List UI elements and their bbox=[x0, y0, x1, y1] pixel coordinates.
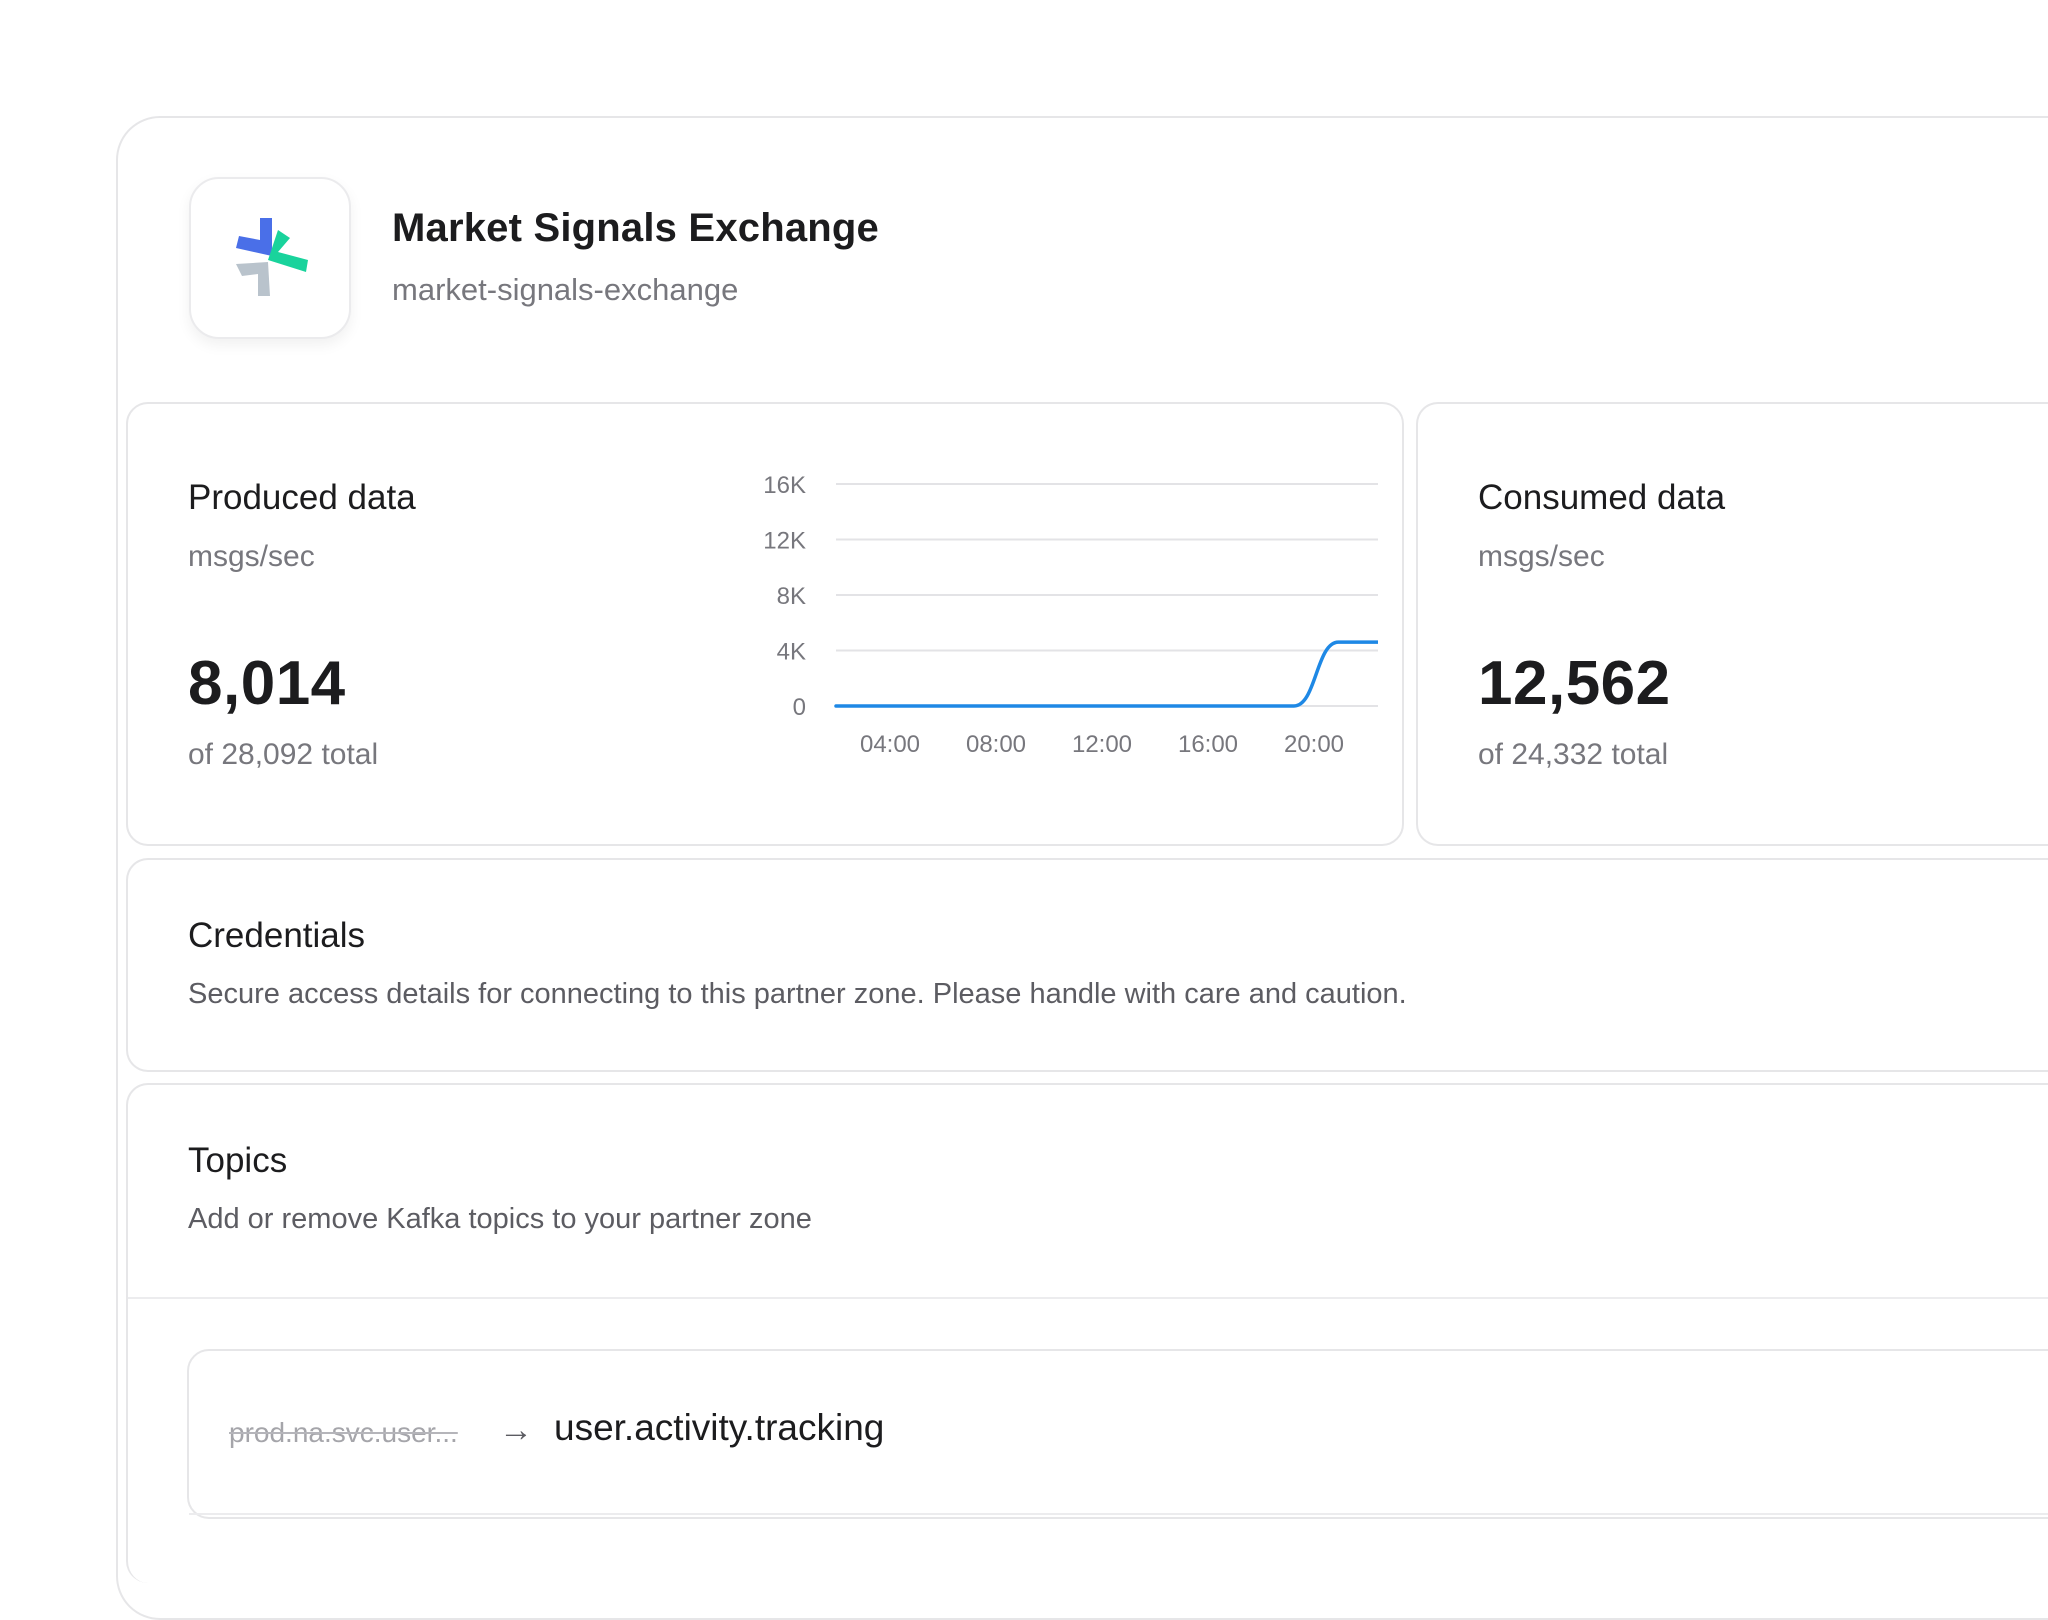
produced-data-card: Produced data msgs/sec 8,014 of 28,092 t… bbox=[126, 402, 1404, 846]
produced-title: Produced data bbox=[188, 478, 416, 517]
produced-chart: 16K12K8K4K004:0008:0012:0016:0020:0000:0… bbox=[763, 472, 1378, 758]
y-tick-label: 0 bbox=[793, 694, 806, 721]
partner-logo-icon bbox=[236, 218, 308, 296]
topic-destination-name: user.activity.tracking bbox=[554, 1407, 885, 1448]
consumed-unit: msgs/sec bbox=[1478, 540, 1605, 573]
y-tick-label: 16K bbox=[763, 472, 806, 499]
topics-divider bbox=[128, 1297, 2048, 1299]
consumed-title: Consumed data bbox=[1478, 478, 1726, 517]
topics-description: Add or remove Kafka topics to your partn… bbox=[188, 1203, 812, 1235]
y-tick-label: 12K bbox=[763, 528, 806, 555]
consumed-value: 12,562 bbox=[1478, 649, 1671, 718]
topic-row[interactable]: prod.na.svc.user... → user.activity.trac… bbox=[187, 1349, 2048, 1519]
produced-total: of 28,092 total bbox=[188, 738, 379, 771]
partner-logo bbox=[189, 177, 351, 339]
produced-value: 8,014 bbox=[188, 649, 346, 718]
x-tick-label: 20:00 bbox=[1284, 731, 1344, 758]
topic-source-name: prod.na.svc.user... bbox=[229, 1417, 458, 1448]
y-tick-label: 4K bbox=[777, 639, 806, 666]
x-tick-label: 08:00 bbox=[966, 731, 1026, 758]
credentials-title: Credentials bbox=[188, 916, 366, 955]
topic-row-divider bbox=[189, 1513, 2048, 1515]
produced-unit: msgs/sec bbox=[188, 540, 315, 573]
topics-card: Topics Add or remove Kafka topics to you… bbox=[126, 1083, 2048, 1583]
credentials-card: Credentials Secure access details for co… bbox=[126, 858, 2048, 1072]
consumed-total: of 24,332 total bbox=[1478, 738, 1669, 771]
app-slug: market-signals-exchange bbox=[392, 272, 739, 307]
app-title: Market Signals Exchange bbox=[392, 206, 880, 250]
series-line bbox=[834, 640, 1378, 708]
consumed-data-card: Consumed data msgs/sec 12,562 of 24,332 … bbox=[1416, 402, 2048, 846]
credentials-description: Secure access details for connecting to … bbox=[188, 978, 1407, 1010]
y-tick-label: 8K bbox=[777, 583, 806, 610]
topics-title: Topics bbox=[188, 1141, 288, 1180]
arrow-right-icon: → bbox=[499, 1411, 533, 1449]
x-tick-label: 12:00 bbox=[1072, 731, 1132, 758]
x-tick-label: 04:00 bbox=[860, 731, 920, 758]
x-tick-label: 16:00 bbox=[1178, 731, 1238, 758]
